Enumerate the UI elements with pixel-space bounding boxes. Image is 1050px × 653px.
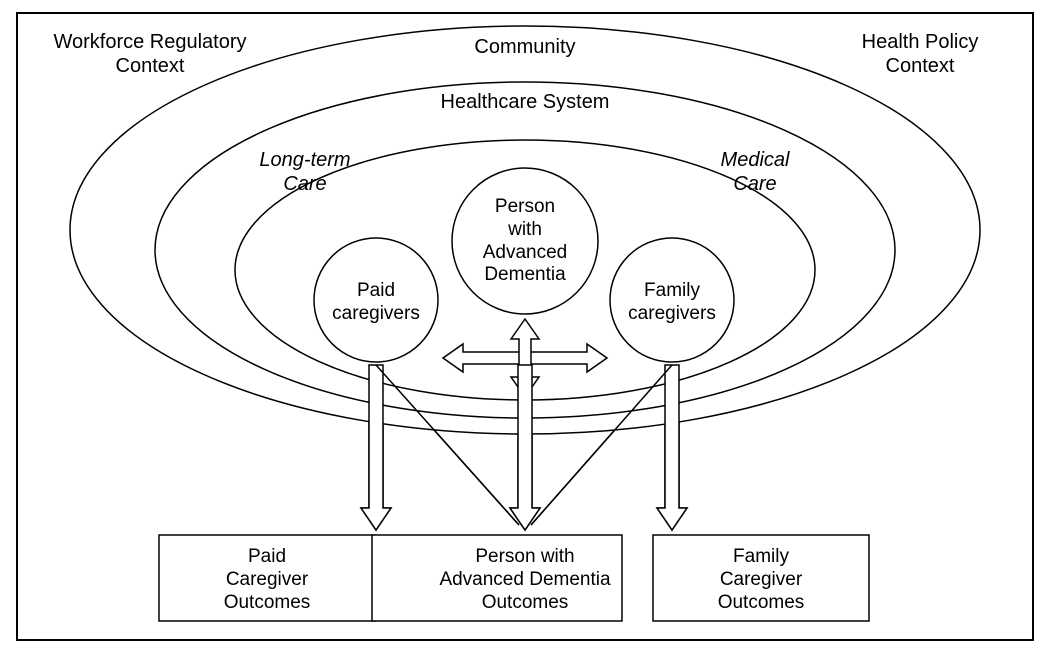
text: Care bbox=[283, 173, 326, 195]
text: Caregiver bbox=[226, 569, 308, 590]
text: Family bbox=[644, 280, 700, 301]
text: Healthcare System bbox=[441, 91, 610, 113]
text: Paid bbox=[248, 546, 286, 567]
label-community: Community bbox=[425, 35, 625, 59]
text: with bbox=[508, 219, 542, 240]
text: Outcomes bbox=[224, 592, 311, 613]
label-paid-outcomes: Paid Caregiver Outcomes bbox=[159, 546, 375, 614]
label-family-outcomes: Family Caregiver Outcomes bbox=[653, 546, 869, 614]
text: Paid bbox=[357, 280, 395, 301]
text: Long-term bbox=[259, 149, 350, 171]
text: Outcomes bbox=[482, 592, 569, 613]
label-healthcare: Healthcare System bbox=[400, 90, 650, 114]
text: Context bbox=[116, 55, 185, 77]
label-health-policy-context: Health Policy Context bbox=[820, 30, 1020, 78]
text: Dementia bbox=[484, 264, 565, 285]
text: Community bbox=[474, 36, 575, 58]
text: Person bbox=[495, 196, 555, 217]
text: caregivers bbox=[628, 303, 716, 324]
label-person-dementia: Person with Advanced Dementia bbox=[455, 196, 595, 287]
label-medical-care: Medical Care bbox=[680, 148, 830, 196]
text: Caregiver bbox=[720, 569, 802, 590]
text: Family bbox=[733, 546, 789, 567]
label-longterm-care: Long-term Care bbox=[230, 148, 380, 196]
text: Person with bbox=[475, 546, 574, 567]
label-person-outcomes: Person with Advanced Dementia Outcomes bbox=[400, 546, 650, 614]
text: caregivers bbox=[332, 303, 420, 324]
text: Advanced Dementia bbox=[439, 569, 610, 590]
text: Workforce Regulatory bbox=[53, 31, 246, 53]
label-family-caregivers: Family caregivers bbox=[612, 280, 732, 326]
text: Health Policy bbox=[862, 31, 979, 53]
text: Outcomes bbox=[718, 592, 805, 613]
label-paid-caregivers: Paid caregivers bbox=[316, 280, 436, 326]
text: Care bbox=[733, 173, 776, 195]
diagram-canvas: Workforce Regulatory Context Health Poli… bbox=[0, 0, 1050, 653]
text: Advanced bbox=[483, 242, 568, 263]
label-workforce-context: Workforce Regulatory Context bbox=[40, 30, 260, 78]
text: Medical bbox=[721, 149, 790, 171]
text: Context bbox=[886, 55, 955, 77]
